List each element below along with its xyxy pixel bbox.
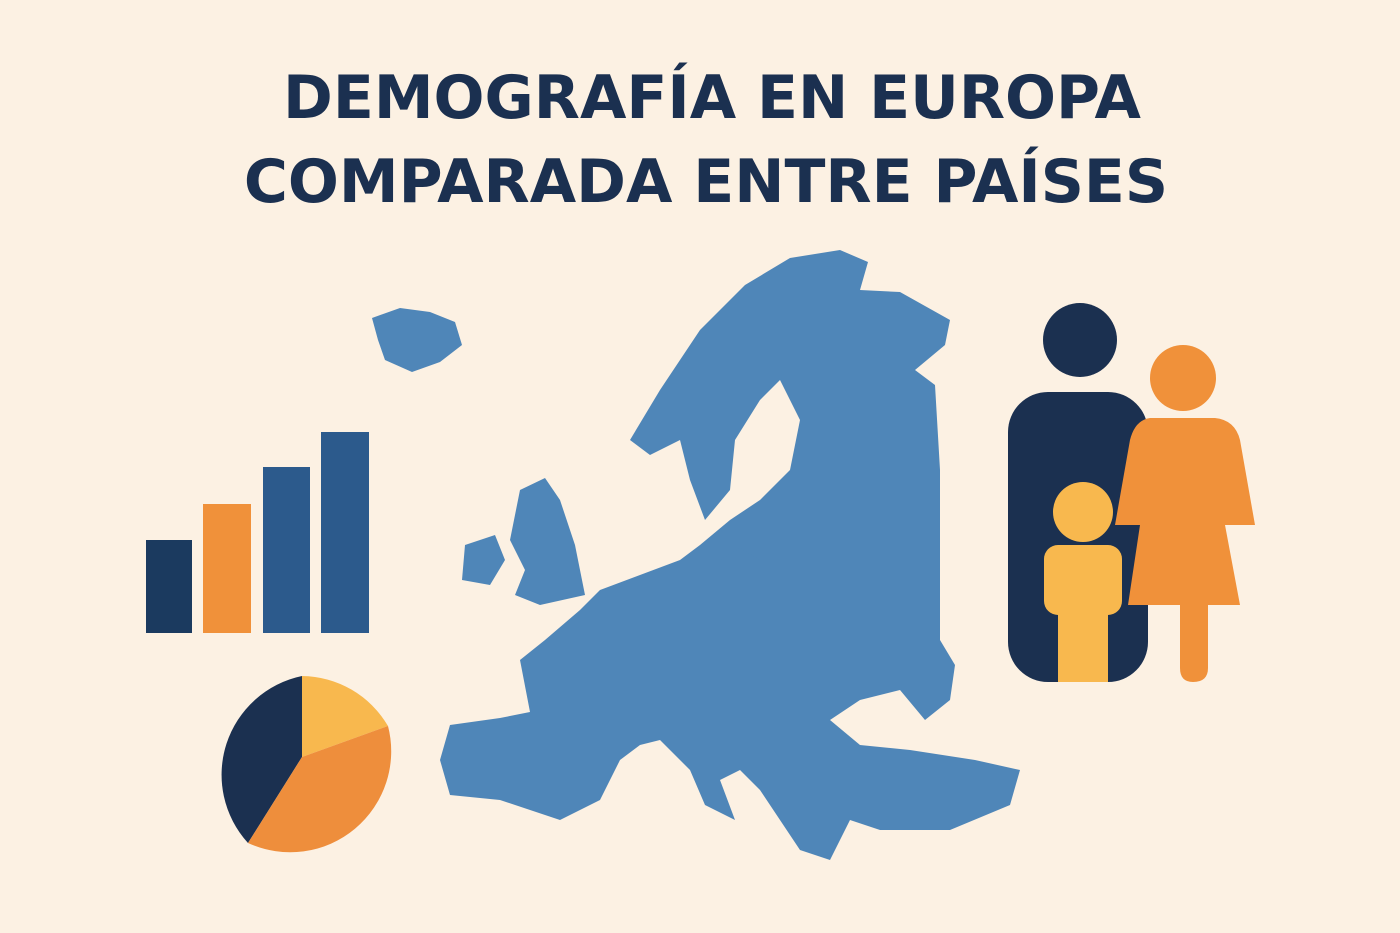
pie-slice <box>248 726 392 853</box>
island <box>720 548 760 570</box>
pie-slice <box>302 676 388 757</box>
icon-bar <box>146 540 192 633</box>
great-britain <box>510 478 585 605</box>
child-head <box>1053 482 1113 542</box>
woman-head <box>1150 345 1216 411</box>
bar-chart-icon <box>146 432 369 633</box>
title-line: DEMOGRAFÍA EN EUROPA <box>283 61 1141 133</box>
pie-slice <box>221 676 302 843</box>
family-icon <box>1008 303 1255 682</box>
iceland <box>372 308 462 372</box>
child-body <box>1044 545 1122 615</box>
europe-map <box>372 250 1020 860</box>
man-head <box>1043 303 1117 377</box>
icon-bar <box>203 504 251 633</box>
woman-body <box>1115 418 1255 682</box>
ireland <box>462 535 505 585</box>
pie-chart-icon <box>221 676 392 853</box>
icon-bar <box>263 467 310 633</box>
child-legs <box>1058 605 1108 682</box>
title-line: COMPARADA ENTRE PAÍSES <box>244 145 1168 217</box>
icon-bar <box>321 432 369 633</box>
